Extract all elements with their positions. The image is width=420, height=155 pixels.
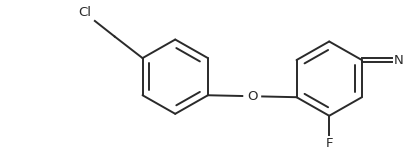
Text: Cl: Cl — [78, 6, 91, 19]
Text: F: F — [326, 137, 333, 150]
Text: N: N — [394, 53, 404, 66]
Text: O: O — [247, 90, 257, 103]
